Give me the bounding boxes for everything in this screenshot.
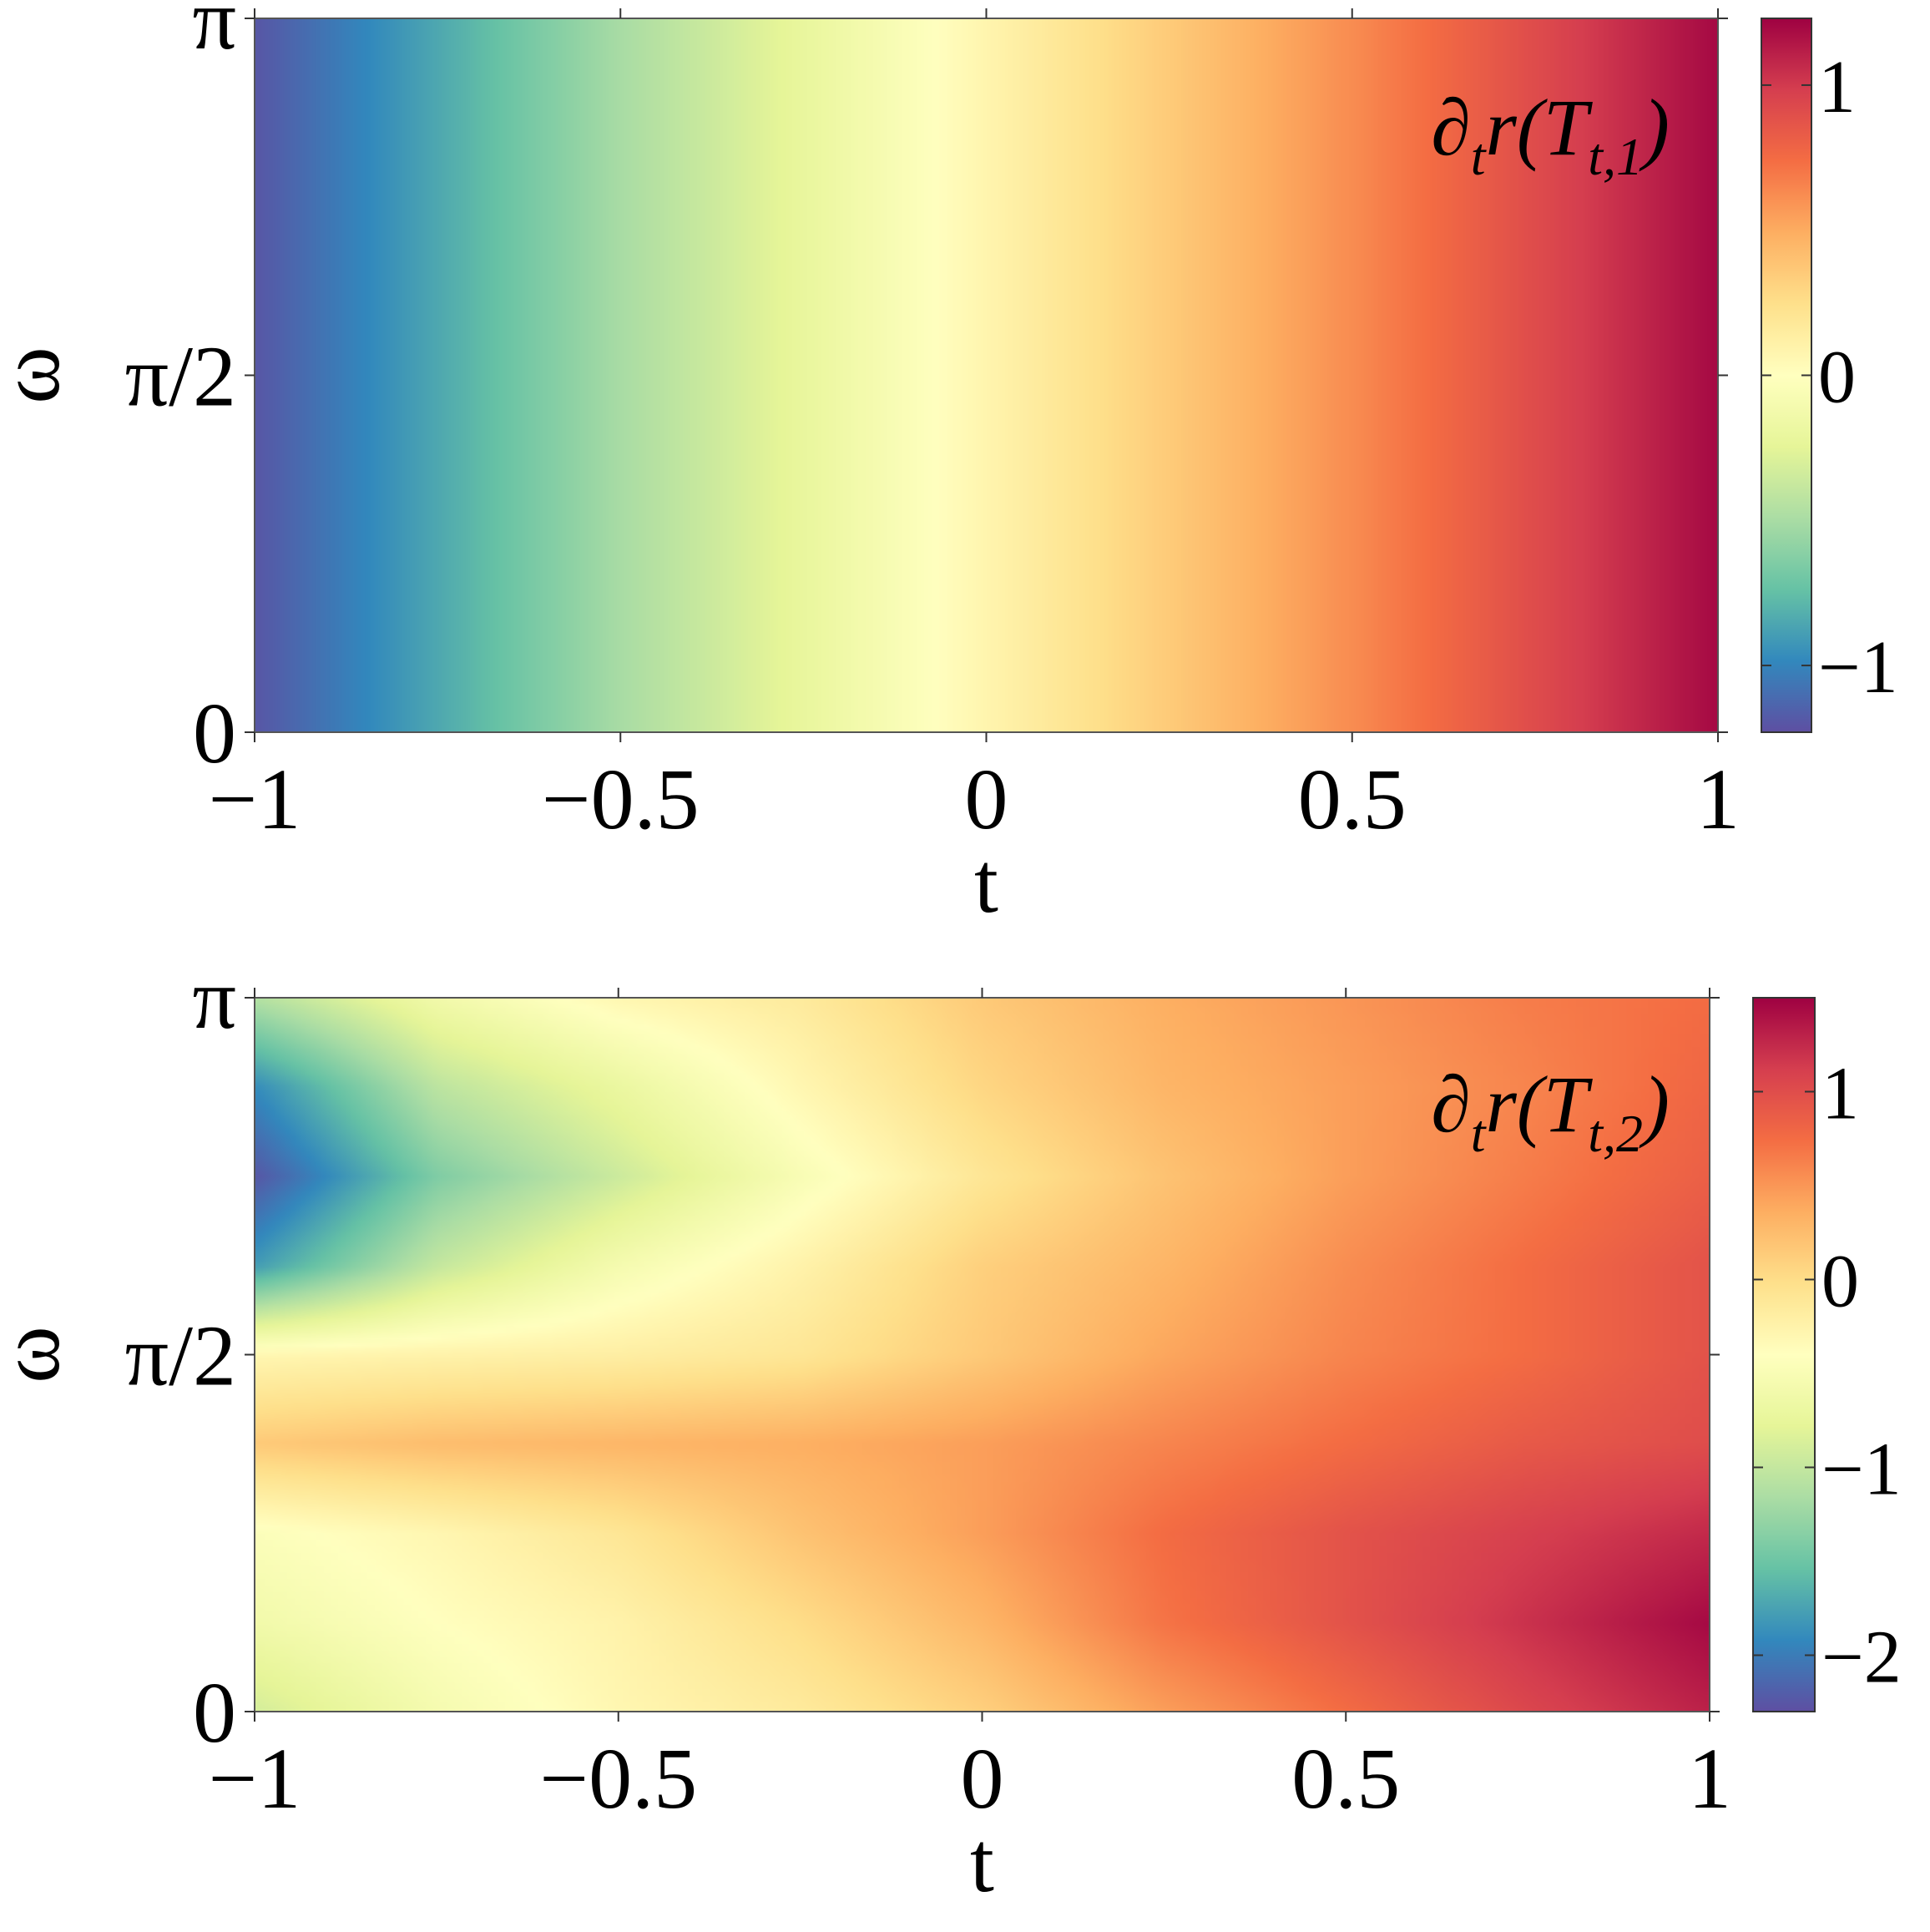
colorbar-tick-label: −1 bbox=[1821, 1429, 1902, 1511]
x-tick-label: 1 bbox=[1696, 751, 1740, 847]
x-tick-label: −0.5 bbox=[542, 751, 700, 847]
x-tick-label: −0.5 bbox=[539, 1731, 697, 1827]
y-tick-label: π/2 bbox=[125, 1307, 236, 1403]
x-tick-label: −1 bbox=[209, 1731, 301, 1827]
x-tick-label: 0.5 bbox=[1291, 1731, 1400, 1827]
y-axis-title: ω bbox=[0, 1326, 78, 1383]
heatmap-image bbox=[255, 18, 1718, 732]
colorbar bbox=[1752, 997, 1816, 1712]
colorbar-tick-label: −1 bbox=[1818, 626, 1898, 709]
x-axis-title: t bbox=[970, 1814, 994, 1910]
panel-label: ∂tr(Tt,2) bbox=[1431, 1060, 1670, 1163]
x-tick-label: 0.5 bbox=[1298, 751, 1407, 847]
y-tick-label: 0 bbox=[193, 685, 236, 781]
y-tick-label: π/2 bbox=[125, 328, 236, 424]
y-axis-title: ω bbox=[0, 346, 78, 403]
y-tick-label: π bbox=[192, 951, 236, 1047]
colorbar-tick-label: 0 bbox=[1821, 1241, 1859, 1323]
x-axis-title: t bbox=[974, 835, 998, 931]
colorbar-tick-label: 0 bbox=[1818, 336, 1856, 419]
x-tick-label: 1 bbox=[1688, 1731, 1731, 1827]
y-tick-label: 0 bbox=[193, 1665, 236, 1761]
panel-label: ∂tr(Tt,1) bbox=[1431, 83, 1670, 186]
x-tick-label: −1 bbox=[209, 751, 301, 847]
x-tick-label: 0 bbox=[961, 1731, 1004, 1827]
colorbar-tick-label: −2 bbox=[1821, 1616, 1902, 1699]
colorbar-tick-label: 1 bbox=[1818, 46, 1856, 129]
x-tick-label: 0 bbox=[965, 751, 1008, 847]
y-tick-label: π bbox=[192, 0, 236, 68]
colorbar-tick-label: 1 bbox=[1821, 1053, 1859, 1135]
heatmap-image bbox=[255, 998, 1710, 1712]
